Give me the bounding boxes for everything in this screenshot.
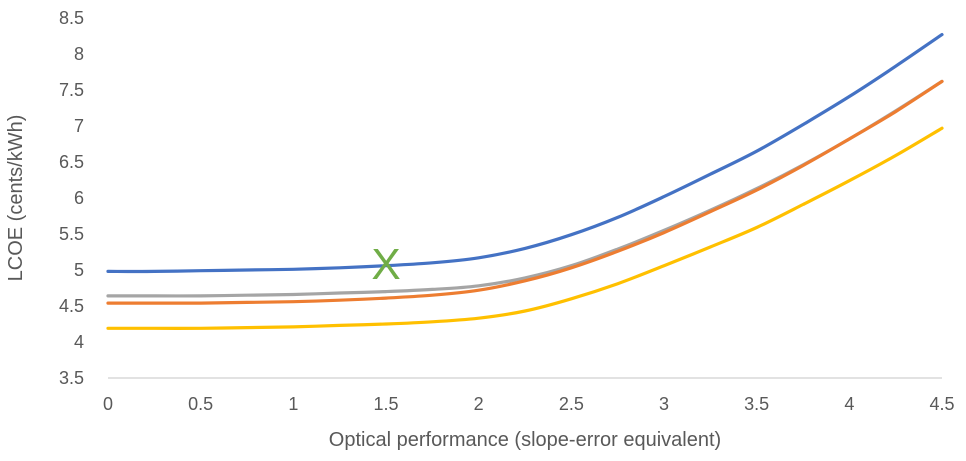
series-layer [106,33,944,330]
series-line-3 [106,79,944,305]
y-tick-label: 4 [74,332,84,352]
y-tick-label: 6 [74,188,84,208]
y-tick-label: 7.5 [59,80,84,100]
x-tick-label: 2.5 [559,394,584,414]
series-line-4 [106,126,944,330]
x-tick-label: 1 [288,394,298,414]
y-tick-label: 8.5 [59,8,84,28]
x-tick-label: 3.5 [744,394,769,414]
annotation-layer: X [371,240,400,289]
series-line-1 [106,33,944,274]
series-line-2 [106,79,944,298]
y-tick-label: 8 [74,44,84,64]
x-tick-label: 0.5 [188,394,213,414]
x-tick-label: 4.5 [929,394,954,414]
y-tick-labels: 3.5 4 4.5 5 5.5 6 6.5 7 7.5 8 8.5 [59,8,84,388]
y-axis-title: LCOE (cents/kWh) [5,115,27,282]
y-tick-label: 3.5 [59,368,84,388]
x-marker-annotation: X [371,240,400,289]
x-tick-label: 3 [659,394,669,414]
y-tick-label: 4.5 [59,296,84,316]
x-tick-label: 1.5 [373,394,398,414]
x-tick-label: 2 [474,394,484,414]
y-tick-label: 7 [74,116,84,136]
y-tick-label: 5 [74,260,84,280]
x-tick-labels: 0 0.5 1 1.5 2 2.5 3 3.5 4 4.5 [103,394,955,414]
x-tick-label: 4 [844,394,854,414]
x-tick-label: 0 [103,394,113,414]
x-axis-title: Optical performance (slope-error equival… [329,429,721,451]
y-tick-label: 6.5 [59,152,84,172]
y-tick-label: 5.5 [59,224,84,244]
